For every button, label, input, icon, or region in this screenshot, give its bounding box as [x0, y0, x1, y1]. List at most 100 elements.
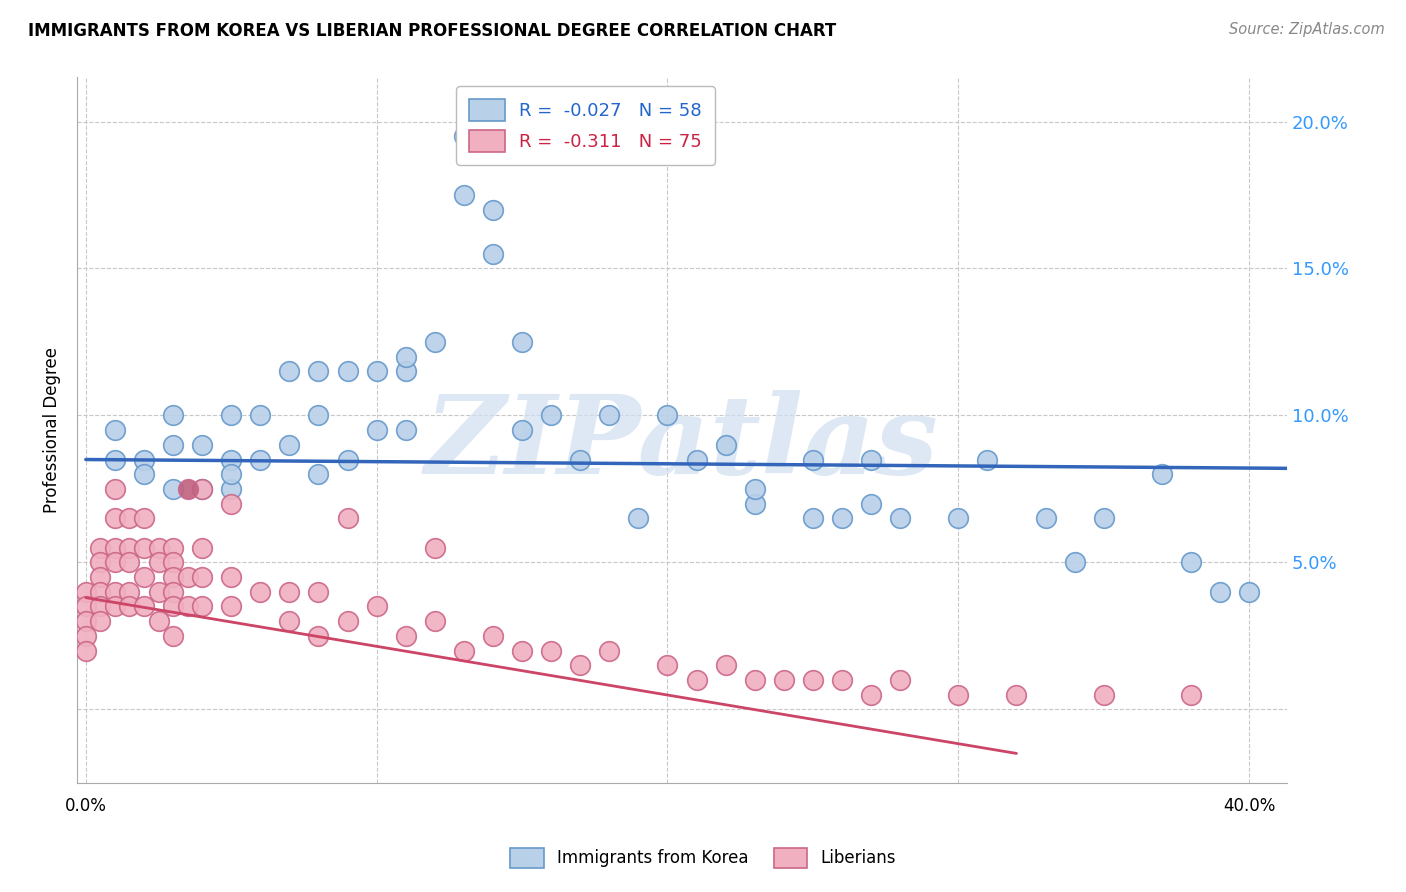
Point [89, 541, 111, 555]
Point [132, 511, 155, 525]
Point [801, 511, 824, 525]
Point [423, 541, 446, 555]
Point [1237, 584, 1260, 599]
Point [191, 438, 214, 452]
Point [801, 673, 824, 687]
Point [714, 658, 737, 673]
Text: 40.0%: 40.0% [1223, 797, 1275, 815]
Point [744, 482, 766, 496]
Point [453, 188, 475, 202]
Point [75, 643, 97, 657]
Point [176, 599, 198, 614]
Point [336, 614, 359, 628]
Point [1005, 688, 1028, 702]
Point [89, 555, 111, 569]
Point [540, 643, 562, 657]
Point [132, 599, 155, 614]
Point [395, 350, 418, 364]
Legend: Immigrants from Korea, Liberians: Immigrants from Korea, Liberians [503, 841, 903, 875]
Point [132, 467, 155, 482]
Point [89, 570, 111, 584]
Point [118, 541, 141, 555]
Point [162, 599, 184, 614]
Point [162, 570, 184, 584]
Point [176, 482, 198, 496]
Point [219, 467, 242, 482]
Point [219, 599, 242, 614]
Point [366, 364, 388, 378]
Point [714, 438, 737, 452]
Point [860, 497, 883, 511]
Point [1035, 511, 1057, 525]
Point [336, 364, 359, 378]
Point [162, 409, 184, 423]
Point [685, 452, 707, 467]
Y-axis label: Professional Degree: Professional Degree [44, 347, 60, 513]
Point [569, 452, 592, 467]
Point [657, 658, 679, 673]
Point [104, 584, 127, 599]
Point [395, 364, 418, 378]
Point [540, 409, 562, 423]
Point [104, 452, 127, 467]
Point [598, 643, 620, 657]
Point [104, 482, 127, 496]
Point [219, 409, 242, 423]
Point [191, 570, 214, 584]
Point [423, 334, 446, 349]
Point [89, 614, 111, 628]
Point [831, 511, 853, 525]
Point [104, 511, 127, 525]
Point [104, 541, 127, 555]
Point [219, 497, 242, 511]
Point [598, 409, 620, 423]
Point [162, 541, 184, 555]
Point [860, 452, 883, 467]
Point [249, 452, 271, 467]
Point [744, 673, 766, 687]
Point [308, 364, 330, 378]
Point [249, 409, 271, 423]
Point [366, 599, 388, 614]
Point [118, 584, 141, 599]
Point [948, 688, 970, 702]
Point [219, 570, 242, 584]
Point [482, 202, 505, 217]
Point [831, 673, 853, 687]
Point [336, 452, 359, 467]
Point [453, 643, 475, 657]
Point [148, 541, 170, 555]
Text: Source: ZipAtlas.com: Source: ZipAtlas.com [1229, 22, 1385, 37]
Point [482, 629, 505, 643]
Point [308, 629, 330, 643]
Point [162, 555, 184, 569]
Point [176, 570, 198, 584]
Point [219, 482, 242, 496]
Legend: R =  -0.027   N = 58, R =  -0.311   N = 75: R = -0.027 N = 58, R = -0.311 N = 75 [456, 87, 714, 165]
Point [191, 541, 214, 555]
Point [308, 467, 330, 482]
Point [75, 599, 97, 614]
Point [278, 584, 301, 599]
Point [1209, 584, 1232, 599]
Point [860, 688, 883, 702]
Point [89, 584, 111, 599]
Point [278, 614, 301, 628]
Point [118, 511, 141, 525]
Point [889, 673, 911, 687]
Point [1092, 511, 1115, 525]
Point [162, 629, 184, 643]
Point [148, 555, 170, 569]
Point [569, 658, 592, 673]
Point [162, 482, 184, 496]
Point [308, 409, 330, 423]
Point [366, 423, 388, 437]
Point [336, 511, 359, 525]
Point [219, 452, 242, 467]
Point [148, 584, 170, 599]
Point [148, 614, 170, 628]
Point [89, 599, 111, 614]
Point [278, 438, 301, 452]
Point [423, 614, 446, 628]
Point [510, 643, 533, 657]
